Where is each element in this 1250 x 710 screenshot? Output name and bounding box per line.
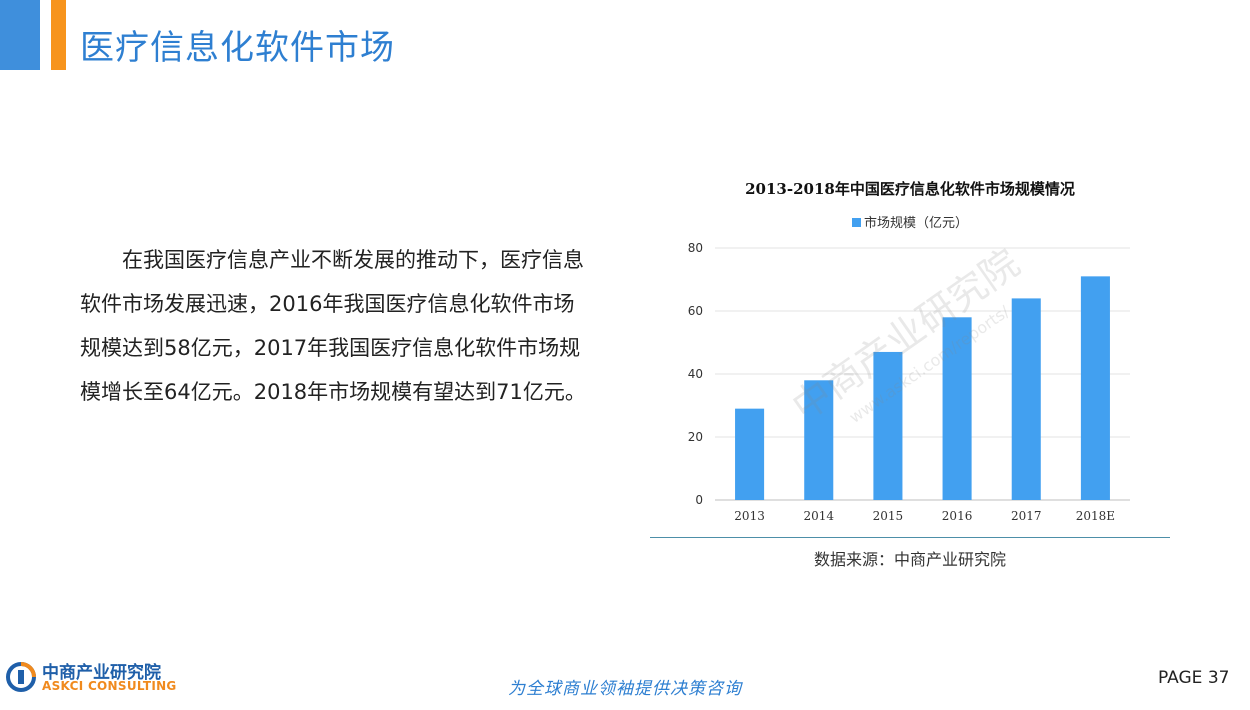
- y-tick-label: 40: [688, 367, 703, 381]
- footer-slogan: 为全球商业领袖提供决策咨询: [508, 679, 742, 699]
- x-tick-label: 2018E: [1076, 509, 1115, 523]
- page-title: 医疗信息化软件市场: [80, 28, 395, 68]
- bar: [1080, 276, 1110, 500]
- y-tick-label: 20: [688, 430, 703, 444]
- logo-text-en: ASKCI CONSULTING: [42, 679, 177, 693]
- bar: [942, 317, 972, 500]
- bar: [873, 351, 903, 500]
- body-paragraph: 在我国医疗信息产业不断发展的推动下，医疗信息软件市场发展迅速，2016年我国医疗…: [80, 248, 586, 404]
- logo-mark-icon: [6, 662, 36, 692]
- page-number: PAGE 37: [1158, 668, 1230, 688]
- y-tick-label: 60: [688, 304, 703, 318]
- x-tick-label: 2017: [1011, 509, 1042, 523]
- chart-source: 数据来源：中商产业研究院: [813, 550, 1006, 569]
- bar: [1011, 298, 1041, 500]
- legend-swatch: [851, 218, 861, 227]
- body-text: 在我国医疗信息产业不断发展的推动下，医疗信息软件市场发展迅速，2016年我国医疗…: [80, 238, 590, 414]
- x-tick-label: 2013: [734, 509, 765, 523]
- x-tick-label: 2015: [873, 509, 904, 523]
- chart-legend: 市场规模（亿元）: [650, 212, 1170, 231]
- x-tick-label: 2016: [942, 509, 973, 523]
- y-tick-label: 0: [695, 493, 703, 507]
- bar: [804, 380, 834, 500]
- company-logo: 中商产业研究院 ASKCI CONSULTING: [6, 658, 206, 698]
- y-tick-label: 80: [688, 241, 703, 255]
- legend-label: 市场规模（亿元）: [863, 216, 968, 231]
- chart-source-rule: [650, 537, 1170, 538]
- logo-text-cn: 中商产业研究院: [42, 663, 161, 683]
- header-accent-orange: [51, 0, 66, 70]
- chart-title: 2013-2018年中国医疗信息化软件市场规模情况: [745, 180, 1075, 198]
- header-accent-blue: [0, 0, 40, 70]
- bar-chart: 0 20 40 60 80 2013 2014 2015 2016 2017 2018E: [688, 241, 1130, 523]
- x-tick-label: 2014: [803, 509, 834, 523]
- chart-panel: 2013-2018年中国医疗信息化软件市场规模情况 市场规模（亿元） 0 20 40…: [650, 170, 1170, 570]
- bar: [735, 408, 765, 500]
